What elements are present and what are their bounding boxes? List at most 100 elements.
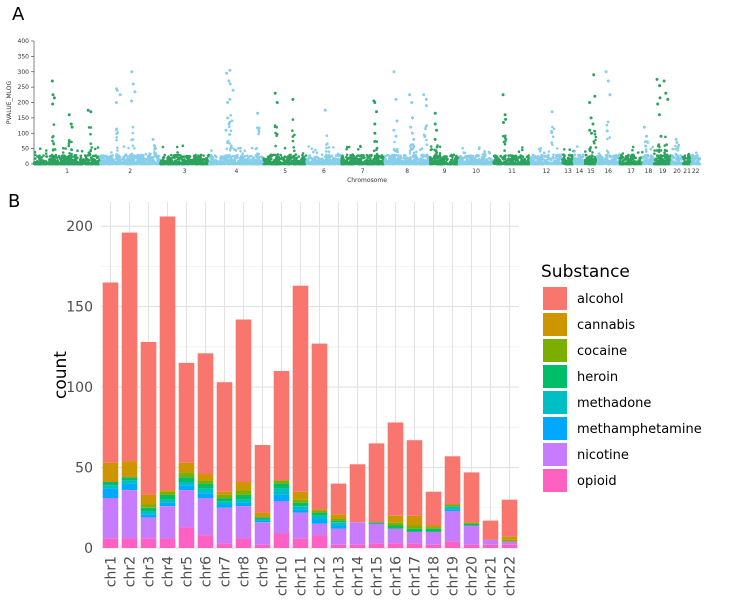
point bbox=[321, 160, 325, 163]
peak-point bbox=[395, 119, 399, 123]
point bbox=[122, 160, 126, 163]
point bbox=[210, 156, 214, 159]
point bbox=[596, 154, 599, 158]
point bbox=[303, 161, 306, 164]
point bbox=[87, 151, 91, 154]
point bbox=[355, 154, 359, 158]
peak-point bbox=[591, 122, 595, 126]
point bbox=[504, 134, 507, 138]
point bbox=[130, 152, 134, 156]
peak-point bbox=[224, 128, 228, 132]
point bbox=[338, 153, 342, 157]
point bbox=[163, 153, 166, 157]
point bbox=[499, 162, 503, 166]
point bbox=[298, 162, 302, 165]
point bbox=[176, 161, 180, 164]
point bbox=[259, 159, 263, 162]
point bbox=[540, 156, 544, 159]
point bbox=[184, 155, 187, 158]
point bbox=[276, 162, 279, 166]
point bbox=[260, 162, 263, 165]
point bbox=[227, 162, 231, 166]
point bbox=[465, 155, 468, 158]
point bbox=[131, 131, 135, 135]
point bbox=[40, 161, 43, 165]
point bbox=[191, 161, 195, 164]
point bbox=[468, 159, 472, 163]
point bbox=[379, 160, 383, 163]
point bbox=[638, 156, 642, 160]
point bbox=[380, 155, 384, 158]
point bbox=[377, 156, 380, 160]
point bbox=[248, 154, 252, 158]
point bbox=[520, 158, 524, 162]
point bbox=[453, 159, 456, 162]
point bbox=[624, 156, 628, 159]
point bbox=[531, 162, 535, 166]
point bbox=[90, 159, 94, 162]
point bbox=[480, 162, 484, 166]
point bbox=[239, 146, 242, 150]
point bbox=[142, 161, 146, 164]
point bbox=[251, 159, 255, 162]
point bbox=[358, 154, 362, 157]
point bbox=[34, 157, 37, 160]
point bbox=[425, 138, 428, 142]
point bbox=[230, 159, 233, 162]
point bbox=[543, 158, 546, 162]
point bbox=[649, 147, 652, 151]
point bbox=[505, 159, 508, 163]
point bbox=[49, 162, 53, 166]
point bbox=[70, 140, 73, 144]
point bbox=[336, 162, 340, 165]
point bbox=[521, 146, 524, 149]
point bbox=[127, 146, 130, 150]
point bbox=[190, 159, 193, 162]
x-tick-label-chr-13: 13 bbox=[564, 168, 572, 175]
point bbox=[159, 162, 162, 166]
point bbox=[570, 158, 573, 162]
point bbox=[593, 159, 597, 163]
point bbox=[575, 160, 579, 164]
point bbox=[693, 155, 697, 158]
point bbox=[594, 146, 598, 149]
point bbox=[101, 162, 105, 166]
point bbox=[606, 162, 609, 165]
point bbox=[250, 146, 254, 150]
point bbox=[577, 157, 581, 161]
peak-point bbox=[256, 111, 260, 115]
peak-point bbox=[593, 94, 597, 98]
point bbox=[665, 159, 669, 162]
point bbox=[469, 154, 472, 157]
point bbox=[477, 162, 481, 166]
point bbox=[239, 150, 242, 153]
peak-point bbox=[408, 93, 412, 97]
point bbox=[408, 152, 412, 155]
point bbox=[163, 159, 167, 163]
point bbox=[317, 156, 320, 160]
point bbox=[594, 138, 597, 142]
peak-point bbox=[231, 88, 235, 92]
point bbox=[507, 154, 510, 157]
point bbox=[313, 157, 317, 160]
point bbox=[438, 145, 442, 149]
peak-point bbox=[433, 122, 437, 126]
point bbox=[484, 159, 488, 163]
point bbox=[86, 154, 90, 157]
point bbox=[137, 162, 140, 166]
point bbox=[353, 161, 357, 164]
point bbox=[245, 158, 249, 162]
point bbox=[246, 162, 249, 166]
point bbox=[337, 158, 341, 162]
point bbox=[415, 150, 418, 154]
point bbox=[136, 158, 139, 162]
point bbox=[38, 157, 41, 161]
point bbox=[66, 157, 69, 160]
point bbox=[552, 127, 556, 131]
point bbox=[674, 152, 678, 156]
point bbox=[362, 154, 365, 157]
point bbox=[478, 146, 481, 149]
point bbox=[115, 128, 118, 132]
point bbox=[169, 160, 173, 163]
point bbox=[524, 159, 527, 163]
